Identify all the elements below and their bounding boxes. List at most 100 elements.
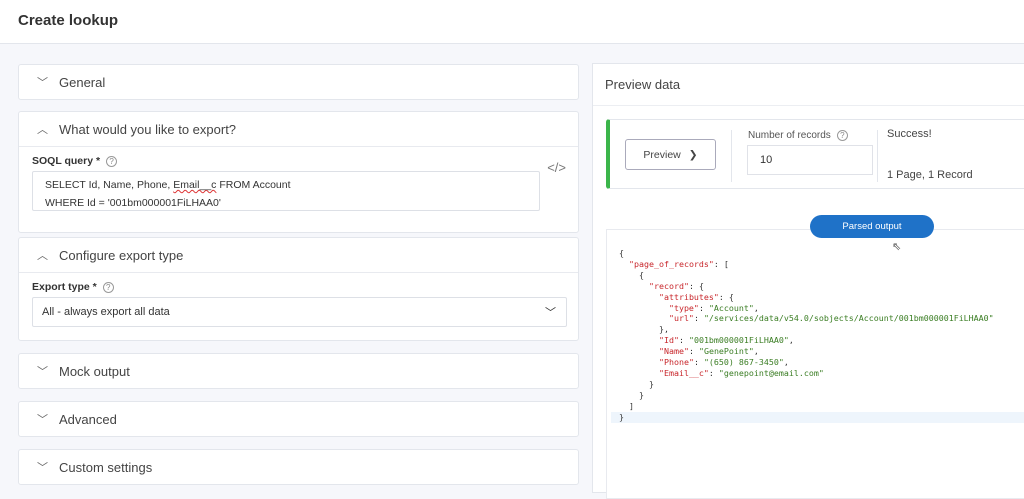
json-punct	[619, 313, 669, 323]
json-punct: :	[693, 313, 704, 324]
help-icon[interactable]: ?	[106, 155, 118, 167]
section-advanced[interactable]: ﹀ Advanced	[18, 401, 579, 437]
chevron-right-icon: ❯	[688, 148, 698, 161]
soql-text: WHERE Id = '001bm000001FiLHAA0'	[45, 197, 221, 209]
soql-text: FROM Account	[216, 179, 291, 191]
help-icon[interactable]: ?	[836, 130, 848, 141]
section-title: Custom settings	[59, 459, 153, 475]
json-punct	[619, 368, 659, 378]
soql-query-input[interactable]: SELECT Id, Name, Phone, Email__c FROM Ac…	[32, 171, 540, 211]
soql-label: SOQL query *	[32, 155, 101, 167]
json-punct: :	[678, 335, 689, 346]
json-punct	[619, 357, 659, 367]
section-header[interactable]: ﹀ General	[19, 65, 578, 99]
json-line: {	[615, 248, 1024, 259]
json-punct: :	[688, 346, 699, 357]
json-line: "Id": "001bm000001FiLHAA0",	[615, 335, 1024, 346]
chevron-up-icon: ︿	[37, 250, 48, 262]
json-punct: ,	[753, 302, 759, 313]
json-punct: },	[619, 324, 669, 335]
section-mock[interactable]: ﹀ Mock output	[18, 353, 579, 389]
json-punct: }	[619, 411, 624, 422]
chevron-down-icon: ﹀	[37, 366, 48, 378]
json-code: { "page_of_records": [ { "record": { "at…	[611, 248, 1024, 423]
section-header[interactable]: ﹀ Advanced	[19, 402, 578, 436]
json-punct: : {	[688, 280, 704, 291]
json-key: "url"	[668, 313, 694, 324]
json-punct: :	[693, 357, 704, 368]
chevron-down-icon: ﹀	[37, 414, 48, 426]
export-type-select[interactable]: All - always export all data ﹀	[32, 297, 567, 327]
chevron-down-icon: ﹀	[37, 77, 48, 89]
page-title: Create lookup	[18, 12, 119, 29]
chevron-down-icon: ﹀	[545, 307, 556, 319]
json-output: { "page_of_records": [ { "record": { "at…	[606, 229, 1024, 499]
input-value: 10	[760, 154, 773, 166]
json-line: },	[615, 324, 1024, 335]
json-line: ]	[615, 401, 1024, 412]
json-punct: {	[619, 248, 624, 258]
json-value: "(650) 867-3450"	[703, 357, 784, 368]
parsed-output-tab[interactable]: Parsed output	[810, 215, 934, 238]
section-header[interactable]: ︿ Configure export type	[19, 238, 578, 272]
json-punct: ,	[783, 357, 789, 368]
json-punct	[619, 335, 659, 345]
json-punct	[619, 303, 669, 313]
mouse-cursor-icon: ⇖	[892, 241, 902, 253]
json-line: {	[615, 270, 1024, 281]
spellcheck-word: Email__c	[173, 179, 217, 191]
preview-button[interactable]: Preview ❯	[625, 139, 716, 170]
code-editor-icon[interactable]: </>	[547, 160, 566, 175]
json-punct	[619, 259, 629, 269]
json-punct: }	[619, 389, 644, 400]
num-records-label: Number of records	[748, 130, 831, 141]
section-header[interactable]: ﹀ Custom settings	[19, 450, 578, 484]
json-line: "Name": "GenePoint",	[615, 346, 1024, 357]
json-line: "Phone": "(650) 867-3450",	[615, 357, 1024, 368]
page-header: Create lookup	[0, 0, 1024, 44]
json-line: }	[615, 390, 1024, 401]
page-summary: 1 Page, 1 Record	[887, 169, 973, 181]
json-value: "GenePoint"	[698, 346, 754, 357]
json-line: }	[615, 379, 1024, 390]
json-punct: :	[708, 367, 719, 378]
json-key: "Phone"	[658, 357, 694, 368]
section-configure: ︿ Configure export type Export type *? Al…	[18, 237, 579, 341]
chevron-down-icon: ﹀	[37, 462, 48, 474]
section-title: Mock output	[59, 363, 130, 379]
json-value: "Account"	[708, 302, 754, 313]
preview-status-box: Preview ❯ Number of records? 10 Success! …	[606, 119, 1024, 189]
divider	[877, 130, 878, 182]
json-line: "record": {	[615, 281, 1024, 292]
json-key: "attributes"	[658, 291, 719, 302]
status-text: Success!	[887, 128, 932, 140]
preview-panel: Preview data Preview ❯ Number of records?…	[592, 63, 1024, 499]
json-key: "Id"	[658, 335, 679, 346]
chevron-up-icon: ︿	[37, 124, 48, 136]
json-punct	[619, 346, 659, 356]
section-custom[interactable]: ﹀ Custom settings	[18, 449, 579, 485]
preview-title: Preview data	[593, 64, 1024, 106]
json-line: "Email__c": "genepoint@email.com"	[615, 368, 1024, 379]
section-header[interactable]: ﹀ Mock output	[19, 354, 578, 388]
num-records-input[interactable]: 10	[747, 145, 873, 175]
json-key: "page_of_records"	[629, 258, 714, 269]
export-type-label: Export type *	[32, 281, 97, 293]
json-punct: : [	[713, 258, 729, 269]
help-icon[interactable]: ?	[102, 281, 114, 293]
soql-text: SELECT Id, Name, Phone,	[45, 179, 174, 191]
section-general[interactable]: ﹀ General	[18, 64, 579, 100]
select-value: All - always export all data	[42, 306, 170, 318]
divider	[731, 130, 732, 182]
section-export: ︿ What would you like to export? SOQL que…	[18, 111, 579, 233]
json-value: "genepoint@email.com"	[718, 367, 824, 378]
json-punct: ,	[788, 335, 794, 346]
json-punct: ]	[619, 400, 634, 411]
json-value: "/services/data/v54.0/sobjects/Account/0…	[703, 313, 994, 324]
json-value: "001bm000001FiLHAA0"	[688, 335, 789, 346]
section-title: Configure export type	[59, 247, 184, 263]
section-header[interactable]: ︿ What would you like to export?	[19, 112, 578, 146]
section-title: What would you like to export?	[59, 121, 237, 137]
json-key: "Email__c"	[658, 367, 709, 378]
json-punct: ,	[753, 346, 759, 357]
